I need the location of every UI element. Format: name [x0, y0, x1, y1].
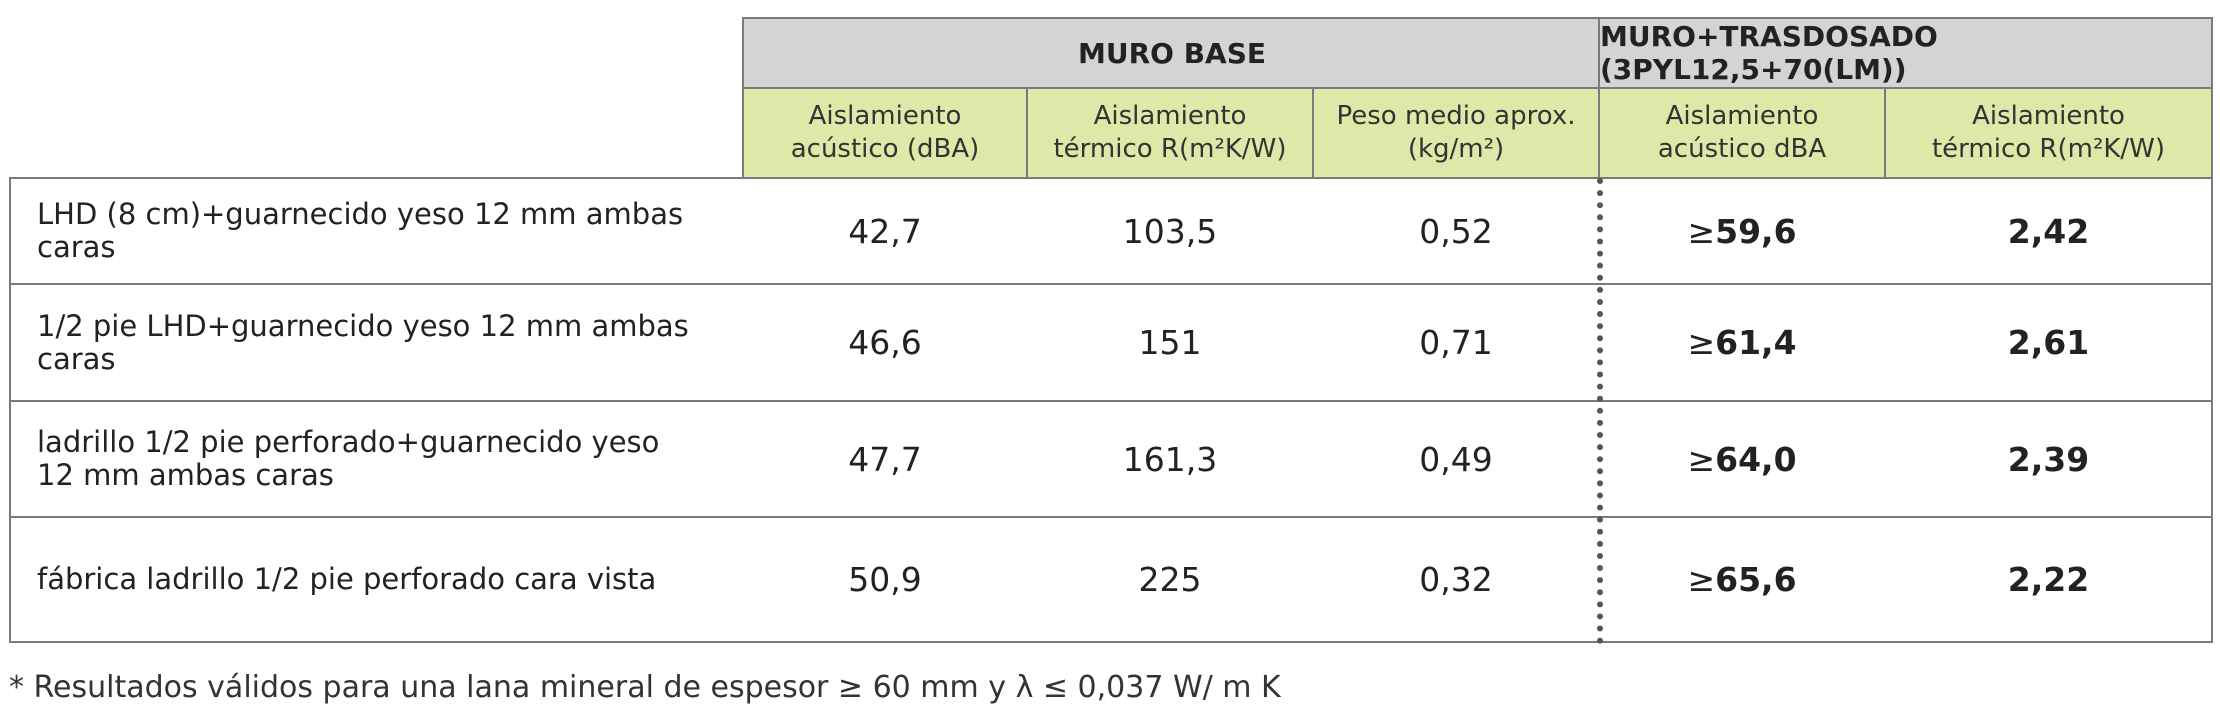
- cell-weight-base: 0,32: [1419, 560, 1493, 599]
- row-label: ladrillo 1/2 pie perforado+guarnecido ye…: [37, 425, 660, 492]
- cell-thermal-trasdosado: 2,22: [2007, 560, 2090, 599]
- footnote: * Resultados válidos para una lana miner…: [9, 670, 1281, 705]
- subheader-acoustic-base: Aislamiento acústico (dBA): [742, 89, 1028, 179]
- geq-symbol: ≥: [1687, 211, 1716, 251]
- dotted-column-divider: [1597, 178, 1603, 644]
- cell-acoustic-trasdosado: ≥59,6: [1598, 177, 1886, 285]
- cell-weight-base: 0,71: [1419, 323, 1493, 362]
- cell-thermal-base: 225: [1138, 560, 1202, 599]
- acoustic-value: 64,0: [1715, 439, 1797, 479]
- table-row: fábrica ladrillo 1/2 pie perforado cara …: [9, 516, 2213, 643]
- cell-acoustic-base: 47,7: [848, 439, 922, 479]
- cell-acoustic-base: 42,7: [848, 211, 922, 251]
- cell-thermal-trasdosado: 2,39: [2007, 439, 2090, 479]
- table-row: 1/2 pie LHD+guarnecido yeso 12 mm ambas …: [9, 283, 2213, 402]
- row-label: fábrica ladrillo 1/2 pie perforado cara …: [37, 562, 657, 596]
- geq-symbol: ≥: [1687, 323, 1716, 362]
- group-header-muro-trasdosado: MURO+TRASDOSADO (3PYL12,5+70(LM)): [1598, 17, 2213, 89]
- subheader-weight-base: Peso medio aprox. (kg/m²): [1312, 89, 1600, 179]
- cell-thermal-base: 161,3: [1122, 439, 1218, 479]
- cell-thermal-trasdosado: 2,42: [2007, 211, 2090, 251]
- cell-thermal-trasdosado: 2,61: [2007, 323, 2090, 362]
- cell-acoustic-trasdosado: ≥61,4: [1598, 283, 1886, 402]
- cell-acoustic-base: 50,9: [848, 560, 922, 599]
- cell-thermal-base: 103,5: [1122, 211, 1218, 251]
- acoustic-value: 59,6: [1715, 211, 1797, 251]
- group-header-muro-base: MURO BASE: [742, 17, 1600, 89]
- acoustic-value: 65,6: [1715, 560, 1797, 599]
- subheader-thermal-trasdosado: Aislamiento térmico R(m²K/W): [1884, 89, 2213, 179]
- cell-weight-base: 0,49: [1419, 439, 1493, 479]
- cell-weight-base: 0,52: [1419, 211, 1493, 251]
- acoustic-value: 61,4: [1715, 323, 1797, 362]
- row-label: 1/2 pie LHD+guarnecido yeso 12 mm ambas …: [37, 308, 689, 376]
- cell-acoustic-trasdosado: ≥64,0: [1598, 400, 1886, 518]
- geq-symbol: ≥: [1687, 560, 1716, 599]
- row-label: LHD (8 cm)+guarnecido yeso 12 mm ambas c…: [37, 197, 684, 264]
- subheader-acoustic-trasdosado: Aislamiento acústico dBA: [1598, 89, 1886, 179]
- geq-symbol: ≥: [1687, 439, 1716, 479]
- cell-acoustic-base: 46,6: [848, 323, 922, 362]
- cell-thermal-base: 151: [1138, 323, 1202, 362]
- cell-acoustic-trasdosado: ≥65,6: [1598, 516, 1886, 643]
- subheader-thermal-base: Aislamiento térmico R(m²K/W): [1026, 89, 1314, 179]
